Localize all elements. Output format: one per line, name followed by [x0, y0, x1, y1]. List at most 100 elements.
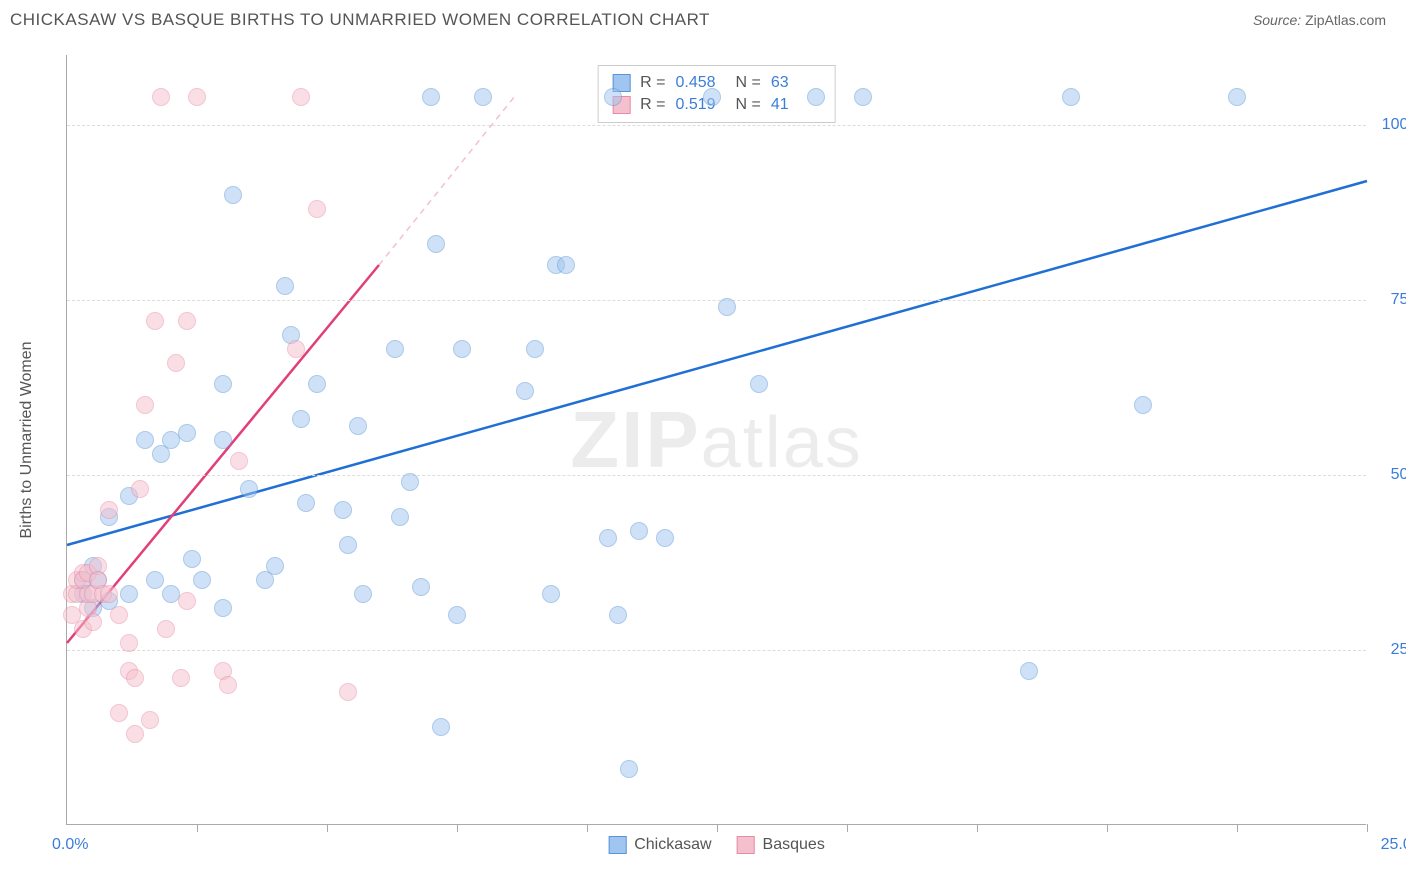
data-point [718, 298, 736, 316]
data-point [141, 711, 159, 729]
data-point [152, 88, 170, 106]
data-point [167, 354, 185, 372]
legend-label: Chickasaw [634, 836, 711, 854]
legend-swatch [737, 836, 755, 854]
gridline [67, 300, 1366, 301]
data-point [1020, 662, 1038, 680]
data-point [276, 277, 294, 295]
data-point [292, 88, 310, 106]
data-point [516, 382, 534, 400]
data-point [620, 760, 638, 778]
data-point [146, 312, 164, 330]
data-point [526, 340, 544, 358]
gridline [67, 650, 1366, 651]
chart-title: CHICKASAW VS BASQUE BIRTHS TO UNMARRIED … [10, 10, 710, 30]
data-point [609, 606, 627, 624]
stat-n-label: N = [736, 74, 761, 92]
x-tick [1107, 824, 1108, 832]
data-point [188, 88, 206, 106]
data-point [386, 340, 404, 358]
x-tick-label-max: 25.0% [1381, 836, 1406, 854]
plot-area: Births to Unmarried Women ZIPatlas R =0.… [66, 55, 1366, 825]
x-tick [587, 824, 588, 832]
data-point [474, 88, 492, 106]
data-point [126, 725, 144, 743]
data-point [214, 375, 232, 393]
data-point [334, 501, 352, 519]
data-point [126, 669, 144, 687]
source-value: ZipAtlas.com [1305, 12, 1386, 28]
chart-header: CHICKASAW VS BASQUE BIRTHS TO UNMARRIED … [0, 0, 1406, 35]
x-tick-label-min: 0.0% [52, 836, 88, 854]
data-point [1062, 88, 1080, 106]
data-point [349, 417, 367, 435]
data-point [422, 88, 440, 106]
series-legend: Chickasaw Basques [608, 836, 825, 854]
data-point [230, 452, 248, 470]
data-point [183, 550, 201, 568]
data-point [599, 529, 617, 547]
data-point [214, 599, 232, 617]
stat-n-label: N = [736, 96, 761, 114]
data-point [146, 571, 164, 589]
gridline [67, 475, 1366, 476]
x-tick [977, 824, 978, 832]
y-tick-label: 100.0% [1382, 116, 1406, 134]
gridline [67, 125, 1366, 126]
data-point [308, 375, 326, 393]
data-point [656, 529, 674, 547]
data-point [136, 431, 154, 449]
data-point [703, 88, 721, 106]
data-point [412, 578, 430, 596]
source-label: Source: [1253, 12, 1301, 28]
data-point [1134, 396, 1152, 414]
data-point [120, 585, 138, 603]
data-point [432, 718, 450, 736]
y-tick-label: 25.0% [1391, 641, 1406, 659]
data-point [453, 340, 471, 358]
data-point [427, 235, 445, 253]
data-point [604, 88, 622, 106]
legend-item: Basques [737, 836, 825, 854]
data-point [84, 613, 102, 631]
data-point [110, 606, 128, 624]
data-point [178, 312, 196, 330]
y-axis-label: Births to Unmarried Women [18, 341, 36, 538]
data-point [339, 683, 357, 701]
x-tick [1367, 824, 1368, 832]
stat-r-label: R = [640, 96, 665, 114]
data-point [172, 669, 190, 687]
x-tick [1237, 824, 1238, 832]
data-point [100, 585, 118, 603]
data-point [266, 557, 284, 575]
y-tick-label: 75.0% [1391, 291, 1406, 309]
data-point [297, 494, 315, 512]
data-point [157, 620, 175, 638]
data-point [750, 375, 768, 393]
x-tick [457, 824, 458, 832]
data-point [391, 508, 409, 526]
data-point [120, 634, 138, 652]
data-point [354, 585, 372, 603]
chart-source: Source: ZipAtlas.com [1253, 12, 1386, 28]
data-point [178, 424, 196, 442]
trendlines-svg [67, 55, 1366, 824]
data-point [224, 186, 242, 204]
stat-r-value: 0.458 [676, 74, 726, 92]
data-point [308, 200, 326, 218]
data-point [136, 396, 154, 414]
x-tick [717, 824, 718, 832]
data-point [178, 592, 196, 610]
data-point [219, 676, 237, 694]
x-tick [847, 824, 848, 832]
data-point [214, 431, 232, 449]
data-point [1228, 88, 1246, 106]
data-point [630, 522, 648, 540]
x-tick [327, 824, 328, 832]
data-point [448, 606, 466, 624]
data-point [131, 480, 149, 498]
data-point [807, 88, 825, 106]
y-tick-label: 50.0% [1391, 466, 1406, 484]
x-tick [197, 824, 198, 832]
data-point [110, 704, 128, 722]
